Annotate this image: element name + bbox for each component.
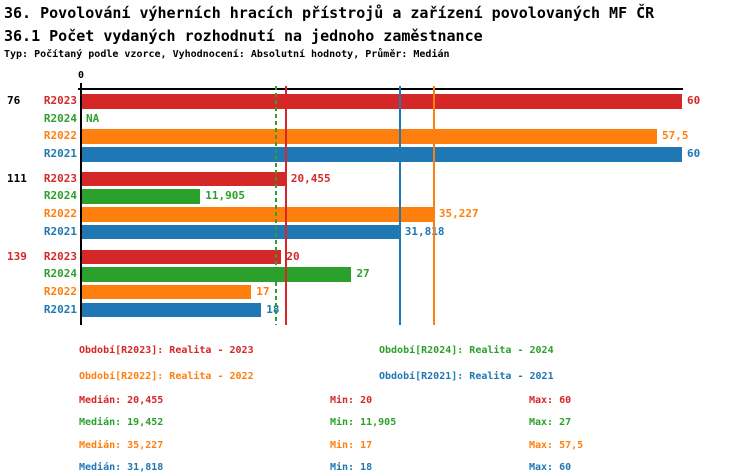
stat-max-R2021: Max: 60: [529, 462, 572, 474]
bar-row-label: R2023: [43, 94, 77, 107]
bar-value-label: 27: [356, 267, 370, 281]
stat-median-R2021: Medián: 31,818: [79, 462, 164, 474]
stat-min-R2023: Min: 20: [330, 395, 373, 406]
median-line-R2022: [432, 86, 435, 325]
bar-value-label: 18: [266, 302, 280, 316]
bar-value-label: 11,905: [205, 189, 245, 203]
median-line-R2024: [274, 86, 277, 325]
group-label: 111: [7, 171, 27, 185]
legend-item-R2021: Období[R2021]: Realita - 2021: [379, 371, 554, 382]
plot-y-axis-line: [80, 83, 82, 325]
bar-row-label: R2021: [43, 147, 77, 161]
stat-min-R2022: Min: 17: [330, 439, 373, 451]
chart-meta: Typ: Počítaný podle vzorce, Vyhodnocení:…: [4, 49, 450, 60]
axis-zero-label: 0: [77, 70, 85, 81]
bar-R2022: [82, 207, 434, 222]
bar-R2023: [82, 249, 282, 264]
bar-row-label: R2021: [43, 224, 77, 238]
median-line-R2021: [398, 86, 401, 325]
stat-max-R2023: Max: 60: [529, 395, 572, 406]
bar-R2023: [82, 94, 682, 109]
bar-R2022: [82, 129, 657, 144]
stat-max-R2024: Max: 27: [529, 417, 572, 429]
stat-median-R2023: Medián: 20,455: [79, 395, 164, 406]
bar-R2024: [82, 267, 352, 282]
bar-row-label: R2022: [43, 129, 77, 143]
bar-value-label: 57,5: [661, 129, 689, 143]
bar-value-label: 35,227: [438, 207, 479, 221]
bar-row-label: R2024: [43, 111, 77, 125]
bar-value-label: 20,455: [290, 171, 331, 185]
bar-R2023: [82, 171, 286, 187]
bar-R2021: [82, 302, 262, 318]
bar-R2024: [82, 189, 201, 204]
bar-row-label: R2021: [43, 302, 77, 316]
bar-row-label: R2023: [43, 249, 77, 263]
stat-median-R2024: Medián: 19,452: [79, 417, 164, 429]
bar-R2021: [82, 147, 682, 162]
bar-value-label: 60: [687, 94, 701, 107]
group-label: 76: [7, 94, 21, 107]
bar-R2022: [82, 284, 252, 300]
bar-value-label: 20: [286, 249, 300, 263]
legend-item-R2023: Období[R2023]: Realita - 2023: [79, 345, 254, 356]
stat-min-R2024: Min: 11,905: [330, 417, 397, 429]
bar-na-label: NA: [86, 111, 100, 125]
stat-min-R2021: Min: 18: [330, 462, 373, 474]
bar-R2021: [82, 224, 400, 240]
stat-max-R2022: Max: 57,5: [529, 439, 584, 451]
plot-top-axis-line: [78, 88, 683, 90]
bar-value-label: 17: [256, 284, 270, 298]
bar-row-label: R2024: [43, 267, 77, 281]
bar-value-label: 31,818: [404, 224, 445, 238]
bar-row-label: R2023: [43, 171, 77, 185]
bar-row-label: R2024: [43, 189, 77, 203]
chart-title: 36. Povolování výherních hracích přístro…: [4, 4, 655, 22]
bar-value-label: 60: [687, 147, 701, 161]
median-line-R2023: [284, 86, 287, 325]
stat-median-R2022: Medián: 35,227: [79, 439, 164, 451]
group-label: 139: [7, 249, 27, 263]
chart-subtitle: 36.1 Počet vydaných rozhodnutí na jednoh…: [4, 27, 483, 45]
bar-row-label: R2022: [43, 284, 77, 298]
legend-item-R2024: Období[R2024]: Realita - 2024: [379, 345, 554, 356]
legend-item-R2022: Období[R2022]: Realita - 2022: [79, 371, 254, 382]
bar-row-label: R2022: [43, 207, 77, 221]
